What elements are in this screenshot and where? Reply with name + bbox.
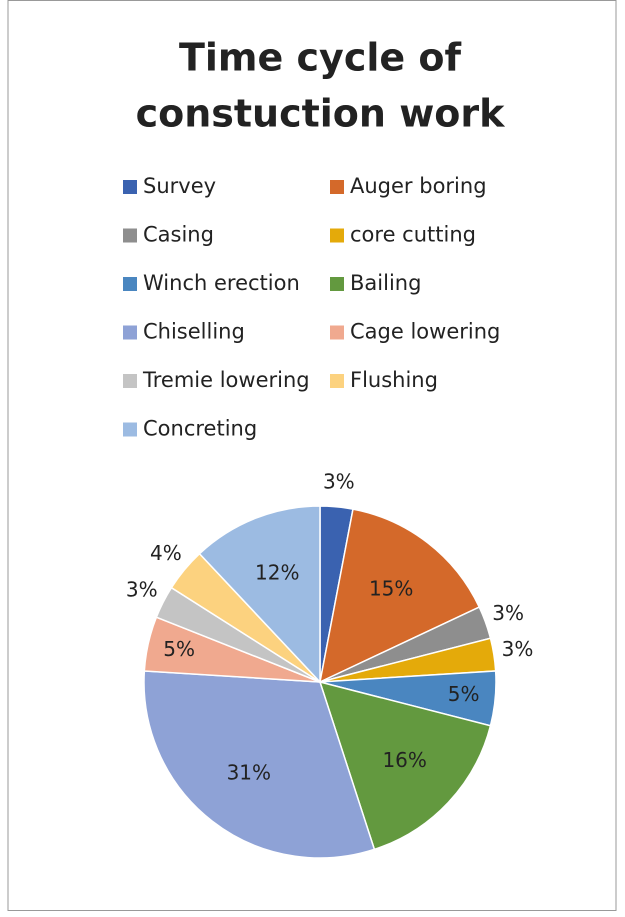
data-label: 3%: [502, 637, 534, 661]
legend-swatch: [123, 374, 137, 388]
legend-label: Flushing: [350, 368, 438, 392]
legend-label: Chiselling: [143, 320, 245, 344]
legend-label: core cutting: [350, 223, 476, 247]
legend-label: Bailing: [350, 271, 421, 295]
chart-title: constuction work: [136, 92, 506, 136]
legend-label: Survey: [143, 174, 216, 198]
data-label: 5%: [163, 637, 195, 661]
legend-label: Winch erection: [143, 271, 300, 295]
legend-swatch: [330, 228, 344, 243]
legend-swatch: [123, 325, 137, 340]
legend-swatch: [330, 277, 344, 291]
pie-slice: [318, 680, 492, 851]
data-label: 5%: [448, 682, 480, 706]
data-label: 31%: [227, 760, 271, 784]
data-label: 12%: [255, 560, 299, 584]
data-label: 3%: [323, 469, 355, 493]
pie-slice: [143, 670, 376, 859]
chart-title: Time cycle of: [179, 36, 461, 80]
data-label: 3%: [492, 601, 524, 625]
legend-label: Tremie lowering: [142, 368, 310, 392]
legend-label: Cage lowering: [350, 320, 500, 344]
legend-swatch: [123, 277, 137, 291]
legend-swatch: [330, 180, 344, 194]
pie-slice: [198, 505, 321, 684]
data-label: 4%: [150, 541, 182, 565]
data-label: 16%: [382, 748, 426, 772]
legend-swatch: [123, 422, 137, 437]
legend-swatch: [330, 374, 344, 388]
legend-swatch: [123, 228, 137, 243]
legend-swatch: [330, 325, 344, 340]
data-label: 15%: [369, 577, 413, 601]
pie-slice: [318, 508, 481, 684]
data-label: 3%: [126, 578, 158, 602]
legend-label: Auger boring: [350, 174, 487, 198]
legend-label: Casing: [143, 223, 214, 247]
legend-swatch: [123, 180, 137, 194]
legend-label: Concreting: [143, 417, 257, 441]
